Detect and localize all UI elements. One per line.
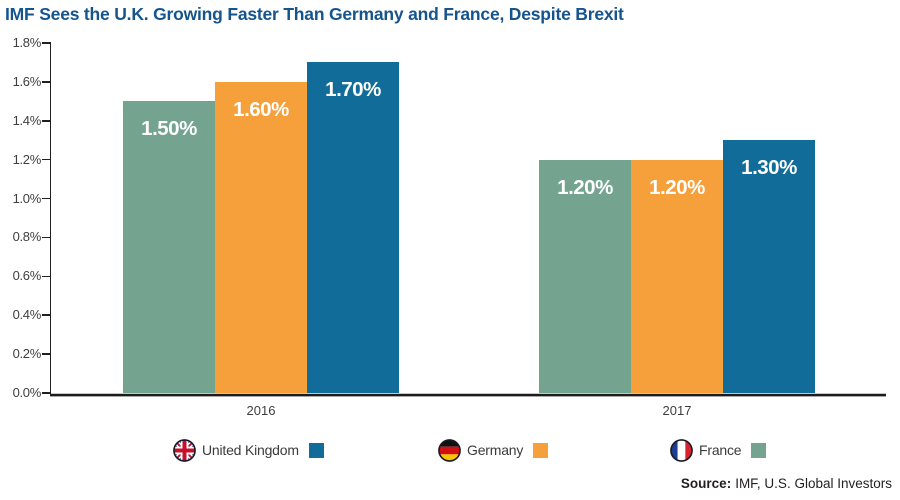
legend-item-france: France: [670, 437, 767, 463]
source-note: Source: IMF, U.S. Global Investors: [681, 476, 892, 491]
y-axis-tick: [42, 120, 51, 122]
y-axis-tick-label: 1.0%: [12, 190, 42, 206]
bar-value-label: 1.20%: [557, 176, 613, 199]
bar-germany-2016: 1.60%: [215, 82, 307, 393]
y-axis-tick: [42, 158, 51, 161]
source-label: Source:: [680, 476, 732, 491]
x-axis-label-2017: 2017: [662, 403, 692, 418]
legend-color-swatch: [308, 442, 324, 458]
y-axis-tick: [42, 42, 51, 44]
legend-color-swatch: [533, 442, 549, 458]
x-axis-label-2016: 2016: [246, 403, 276, 418]
y-axis-tick-label: 0.4%: [12, 307, 42, 323]
y-axis-tick-label: 1.2%: [12, 151, 42, 167]
y-axis-tick: [42, 392, 51, 394]
y-axis-tick: [42, 275, 51, 278]
bar-france-2016: 1.50%: [123, 101, 215, 393]
legend-item-germany: Germany: [438, 437, 549, 463]
y-axis-tick: [42, 314, 51, 316]
y-axis-tick-label: 1.4%: [12, 112, 42, 128]
y-axis-tick: [42, 353, 51, 355]
legend-item-united-kingdom: United Kingdom: [173, 437, 324, 463]
bar-france-2017: 1.20%: [539, 160, 631, 393]
y-axis-tick-label: 0.8%: [12, 229, 42, 245]
bar-germany-2017: 1.20%: [631, 160, 723, 393]
y-axis-tick-label: 0.2%: [12, 346, 42, 362]
y-axis-tick-label: 0.6%: [12, 268, 42, 284]
y-axis-tick: [42, 81, 51, 83]
germany-flag-icon: [438, 438, 461, 462]
bar-united-kingdom-2016: 1.70%: [307, 62, 399, 393]
uk-flag-icon: [173, 438, 196, 462]
bar-value-label: 1.70%: [325, 78, 381, 101]
legend-label: United Kingdom: [202, 442, 299, 458]
france-flag-icon: [670, 438, 693, 462]
plot-area: 1.8% 1.6% 1.4% 1.2% 1.0% 0.8% 0.6% 0.4% 0.2% 0.0%…: [13, 35, 886, 418]
legend-label: Germany: [467, 442, 524, 458]
x-axis-line: [49, 393, 886, 397]
y-axis-tick: [42, 197, 51, 200]
y-axis-tick-label: 1.6%: [12, 73, 42, 89]
bar-value-label: 1.20%: [649, 176, 705, 199]
legend-color-swatch: [751, 442, 767, 458]
chart-title: IMF Sees the U.K. Growing Faster Than Ge…: [5, 4, 624, 24]
bar-value-label: 1.60%: [233, 98, 289, 121]
legend-label: France: [699, 442, 742, 458]
bar-value-label: 1.30%: [741, 156, 797, 179]
y-axis-tick-label: 1.8%: [12, 35, 42, 50]
bar-united-kingdom-2017: 1.30%: [723, 140, 815, 393]
source-text: IMF, U.S. Global Investors: [735, 476, 892, 491]
bar-value-label: 1.50%: [141, 117, 197, 140]
y-axis-tick-label: 0.0%: [12, 385, 42, 400]
y-axis-tick: [42, 236, 51, 239]
